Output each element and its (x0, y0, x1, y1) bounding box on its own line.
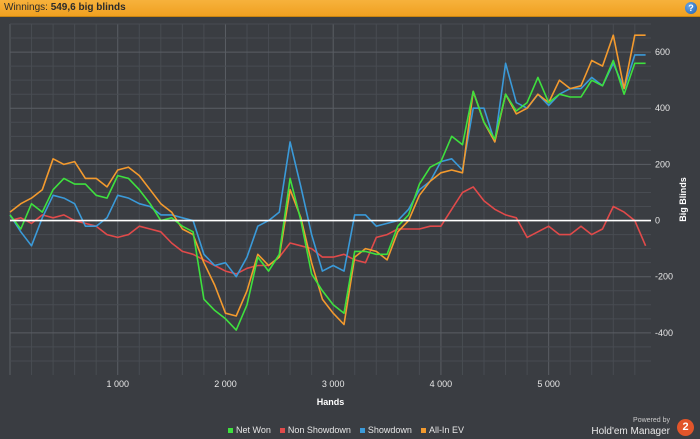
x-tick-label: 4 000 (430, 379, 453, 389)
powered-by-text: Powered by (633, 417, 670, 424)
chart-legend: Net Won Non Showdown Showdown All-In EV (228, 425, 464, 435)
winnings-value: 549,6 big blinds (50, 2, 126, 13)
legend-swatch-showdown (359, 427, 365, 433)
help-icon[interactable]: ? (685, 2, 697, 14)
y-tick-label: 600 (655, 47, 670, 57)
y-axis-title: Big Blinds (678, 177, 688, 222)
winnings-label: Winnings: (4, 2, 48, 13)
plot-area (10, 24, 651, 375)
legend-item-showdown[interactable]: Showdown (359, 425, 412, 435)
legend-swatch-all-in-ev (420, 427, 426, 433)
legend-item-non-showdown[interactable]: Non Showdown (279, 425, 351, 435)
product-name: Hold'em Manager (591, 426, 670, 437)
legend-label-all-in-ev: All-In EV (428, 425, 464, 435)
y-tick-label: 0 (655, 216, 660, 226)
y-tick-label: 200 (655, 159, 670, 169)
x-tick-label: 1 000 (106, 379, 129, 389)
series-line-all-in-ev (9, 34, 646, 326)
x-tick-label: 2 000 (214, 379, 237, 389)
legend-swatch-non-showdown (279, 427, 285, 433)
legend-label-net-won: Net Won (236, 425, 271, 435)
legend-item-all-in-ev[interactable]: All-In EV (420, 425, 464, 435)
legend-swatch-net-won (228, 427, 233, 433)
x-axis-title: Hands (317, 397, 345, 407)
holdem-manager-branding: Powered by Hold'em Manager 2 (591, 417, 696, 437)
y-tick-label: -400 (655, 328, 673, 338)
legend-label-non-showdown: Non Showdown (287, 425, 351, 435)
winnings-graph: -400 -200 0 200 400 600 1 000 2 000 3 000 4 000 5 … (9, 23, 688, 407)
y-tick-label: -200 (655, 272, 673, 282)
legend-label-showdown: Showdown (367, 425, 412, 435)
grid (9, 23, 651, 375)
hm2-logo-icon: 2 (677, 419, 694, 436)
series-line-non-showdown (9, 186, 647, 275)
series-line-net-won (9, 59, 646, 331)
winnings-header-bar: Winnings: 549,6 big blinds ? (0, 0, 700, 17)
winnings-summary: Winnings: 549,6 big blinds (4, 2, 126, 13)
y-tick-label: 400 (655, 103, 670, 113)
legend-item-net-won[interactable]: Net Won (228, 425, 271, 435)
x-tick-label: 3 000 (322, 379, 345, 389)
x-tick-label: 5 000 (537, 379, 560, 389)
